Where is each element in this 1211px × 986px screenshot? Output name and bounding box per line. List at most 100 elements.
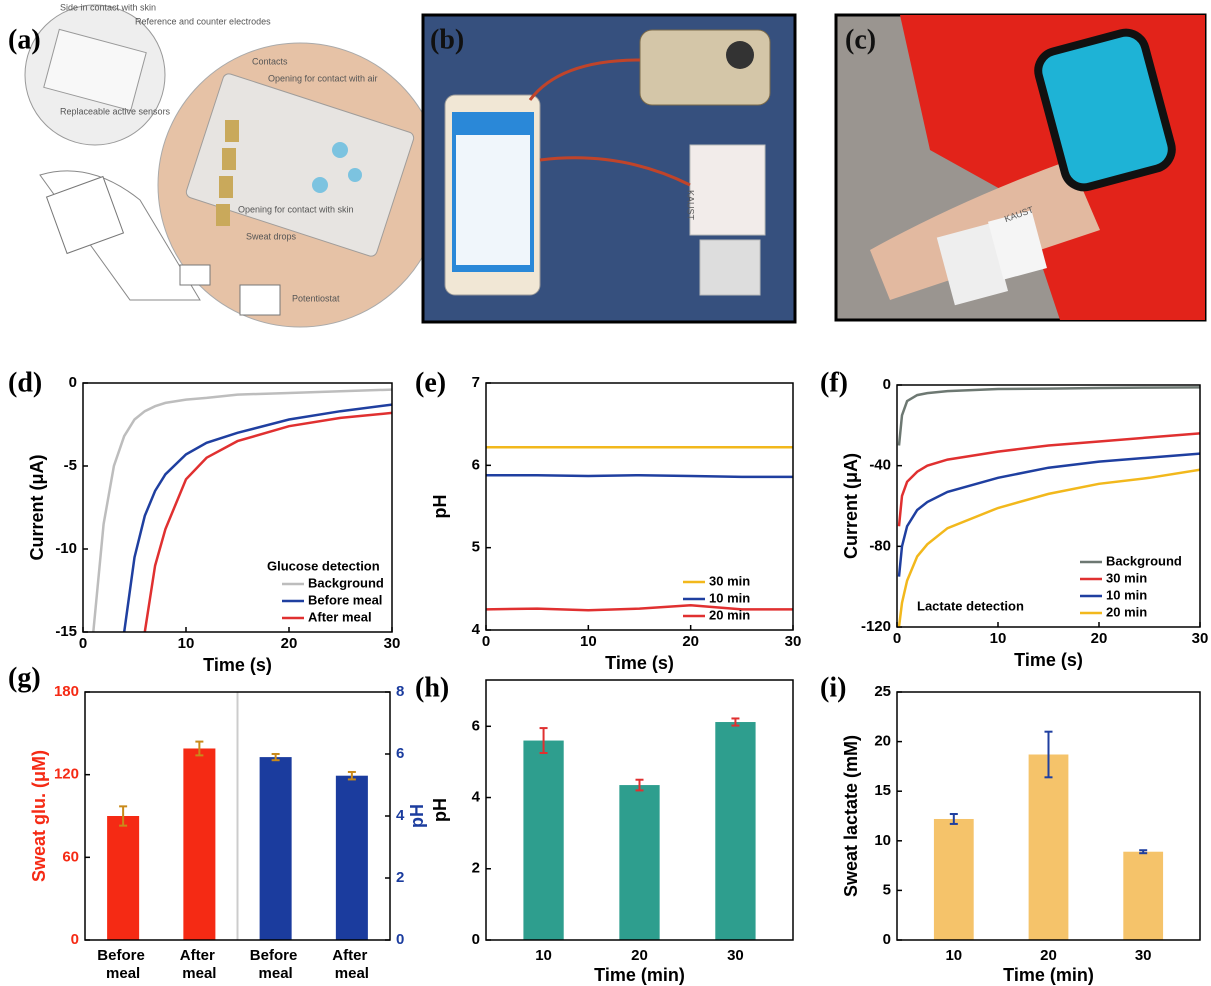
line <box>143 411 392 632</box>
panel-label: (e) <box>415 367 446 398</box>
y-tick-label: -80 <box>869 537 891 554</box>
x-tick-label: 30 <box>1192 630 1209 647</box>
legend-label: 30 min <box>1106 570 1147 585</box>
y-tick-label: 10 <box>874 832 891 849</box>
error-bar <box>195 740 204 757</box>
y2-tick-label: 8 <box>396 683 404 700</box>
annotation: Opening for contact with air <box>268 73 378 83</box>
legend-title: Glucose detection <box>267 558 380 573</box>
x-axis-label: Time (s) <box>1014 650 1083 670</box>
panel-label: (d) <box>8 367 42 398</box>
annotation: Contacts <box>252 56 288 66</box>
plot-frame <box>485 679 794 941</box>
x-tick-label: 30 <box>384 635 401 652</box>
line <box>897 432 1200 527</box>
annotation: Opening for contact with skin <box>238 204 354 214</box>
line <box>122 403 392 632</box>
panel-label: (f) <box>820 367 848 398</box>
y-tick-label: 180 <box>54 683 79 700</box>
line <box>897 386 1200 446</box>
x-tick-label: 20 <box>631 947 648 964</box>
error-bar <box>271 753 280 762</box>
x-tick-label: 10 <box>945 947 962 964</box>
y-tick-label: 4 <box>472 789 481 806</box>
x-tick-label: 0 <box>79 635 87 652</box>
legend-label: 30 min <box>709 573 750 588</box>
bar <box>259 757 292 940</box>
legend-label: After meal <box>308 609 372 624</box>
y-tick-label: -5 <box>64 457 77 474</box>
y-axis-label: Current (μA) <box>27 454 47 560</box>
panel-label: (b) <box>430 24 464 55</box>
legend-label: 20 min <box>709 607 750 622</box>
x-tick-label: Before meal <box>97 947 149 982</box>
y-tick-label: 7 <box>472 374 480 391</box>
x-tick-label: 0 <box>482 633 490 650</box>
x-tick-label: 10 <box>535 947 552 964</box>
x-tick-label: After meal <box>332 947 371 982</box>
y-tick-label: 0 <box>883 931 891 948</box>
y-tick-label: 0 <box>71 931 79 948</box>
legend-label: Background <box>308 575 384 590</box>
legend-label: 10 min <box>709 590 750 605</box>
y2-axis-label: pH <box>407 804 427 828</box>
annotation: Reference and counter electrodes <box>135 16 271 26</box>
plot-frame <box>896 384 1201 628</box>
bar <box>715 722 756 940</box>
y-tick-label: 60 <box>62 848 79 865</box>
y2-tick-label: 6 <box>396 745 404 762</box>
y-tick-label: 6 <box>472 456 480 473</box>
bar <box>107 816 140 940</box>
y-tick-label: 5 <box>883 881 891 898</box>
plot-frame <box>82 382 393 633</box>
panel-label: (h) <box>415 672 449 703</box>
photo-text: KAUST <box>686 190 696 221</box>
y-axis-label: pH <box>430 495 450 519</box>
plot-frame <box>84 691 391 941</box>
legend-label: 20 min <box>1106 604 1147 619</box>
y-axis-label: Sweat lactate (mM) <box>841 735 861 897</box>
y2-tick-label: 2 <box>396 869 404 886</box>
error-bar <box>119 805 128 827</box>
x-tick-label: 10 <box>990 630 1007 647</box>
y-tick-label: -40 <box>869 457 891 474</box>
y-tick-label: 15 <box>874 782 891 799</box>
y-tick-label: 0 <box>69 374 77 391</box>
x-tick-label: 10 <box>580 633 597 650</box>
bar <box>523 740 564 940</box>
bar <box>183 748 216 940</box>
line <box>897 468 1200 627</box>
plot-frame <box>485 382 794 631</box>
y-axis-label: Current (μA) <box>841 453 861 559</box>
panel-label: (i) <box>820 672 846 703</box>
bar <box>619 785 660 940</box>
y-tick-label: -120 <box>861 618 891 635</box>
y-tick-label: 0 <box>883 376 891 393</box>
line <box>486 473 793 479</box>
panel-label: (c) <box>845 24 876 55</box>
bar <box>933 818 974 940</box>
x-tick-label: 30 <box>727 947 744 964</box>
photo <box>421 13 797 324</box>
y2-tick-label: 4 <box>396 807 405 824</box>
error-bar <box>731 717 740 727</box>
y2-tick-label: 0 <box>396 931 404 948</box>
line <box>897 452 1200 577</box>
annotation: Lactate detection <box>917 598 1024 613</box>
y-tick-label: -15 <box>55 623 77 640</box>
x-axis-label: Time (s) <box>203 655 272 675</box>
x-tick-label: 20 <box>1040 947 1057 964</box>
y-tick-label: 6 <box>472 717 480 734</box>
y-tick-label: 4 <box>472 621 481 638</box>
annotation: Sweat drops <box>246 231 297 241</box>
bar <box>335 775 368 940</box>
x-tick-label: Before meal <box>250 947 302 982</box>
annotation: Potentiostat <box>292 293 340 303</box>
legend-label: 10 min <box>1106 587 1147 602</box>
bar <box>1123 851 1164 940</box>
y-tick-label: 20 <box>874 733 891 750</box>
line <box>92 388 392 632</box>
error-bar <box>635 778 644 792</box>
x-tick-label: 20 <box>281 635 298 652</box>
error-bar <box>539 727 548 755</box>
